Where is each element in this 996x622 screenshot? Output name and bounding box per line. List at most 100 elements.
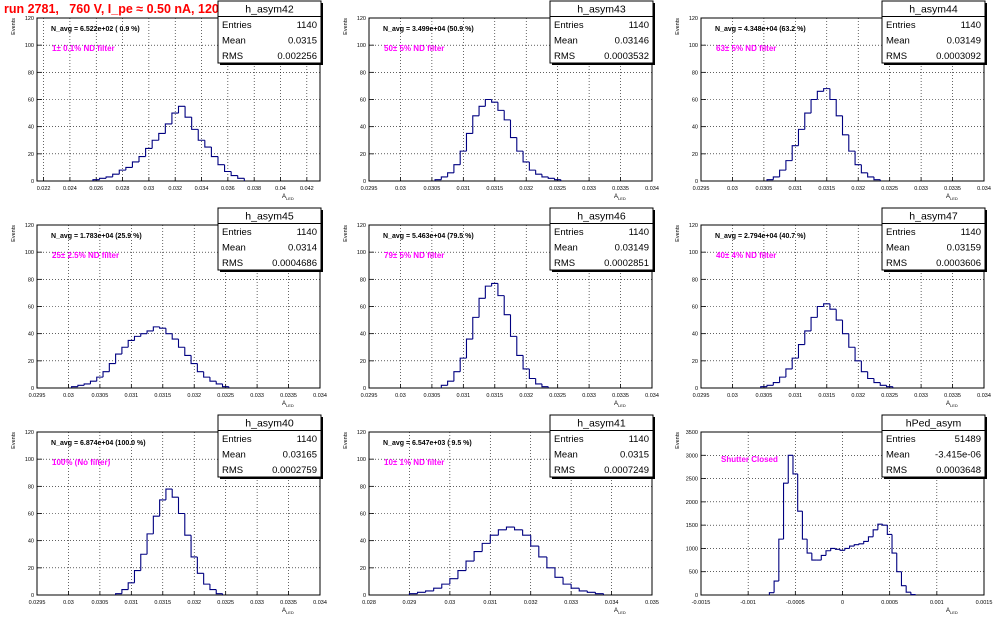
histogram-bin: [171, 489, 179, 498]
histogram-bin: [151, 139, 159, 149]
stats-entries-label: Entries: [554, 227, 584, 238]
histogram-name: h_asym44: [909, 4, 958, 16]
histogram-bin: [465, 132, 473, 152]
x-tick-label: 0.0305: [423, 393, 440, 399]
stats-box: h_asym46 Entries 1140 Mean 0.03149 RMS 0.00028…: [549, 207, 655, 272]
y-axis-label: Events: [11, 18, 17, 35]
filter-label: Shutter Closed: [721, 455, 778, 464]
x-tick-label: 0.0305: [755, 186, 772, 192]
y-tick-label: 2000: [686, 500, 698, 506]
stats-entries-label: Entries: [222, 20, 252, 31]
x-tick-label: 0.0335: [944, 186, 961, 192]
stats-mean-value: 0.03159: [947, 243, 981, 254]
y-tick-label: 80: [28, 277, 34, 283]
y-tick-label: 20: [692, 359, 698, 365]
y-tick-label: 120: [25, 430, 34, 436]
stats-rms-value: 0.0002851: [604, 258, 649, 269]
histogram-bin: [433, 587, 442, 591]
plot-frame: [700, 224, 985, 389]
x-tick-label: 0.0335: [280, 600, 297, 606]
y-tick-label: 0: [31, 386, 34, 392]
y-tick-label: 120: [25, 16, 34, 22]
histogram-bin: [772, 176, 780, 180]
histogram-bin: [547, 176, 555, 179]
histogram-bin: [217, 156, 225, 166]
stats-rms-value: 0.0002759: [272, 465, 317, 476]
histogram-bin: [877, 523, 883, 530]
stats-mean-value: 0.03165: [283, 450, 317, 461]
x-tick-label: 0.034: [313, 600, 327, 606]
x-tick-label: 0.001: [930, 600, 944, 606]
histogram-bin: [133, 335, 141, 341]
histogram-bin: [118, 169, 126, 175]
x-tick-label: 0.03: [144, 186, 155, 192]
histogram-bin: [839, 549, 845, 551]
x-tick-label: 0.0305: [423, 186, 440, 192]
histogram-bin: [578, 588, 588, 592]
x-tick-label: 0.0005: [881, 600, 898, 606]
histogram-bin: [434, 179, 442, 181]
histogram-bin: [127, 582, 135, 590]
x-tick-label: 0.03: [727, 186, 738, 192]
x-tick-label: 0.031: [124, 393, 138, 399]
histogram-bin: [541, 174, 549, 178]
x-tick-label: 0.0315: [154, 600, 171, 606]
histogram-bin: [896, 553, 902, 573]
histogram-bin: [472, 316, 480, 340]
histogram-bin: [766, 384, 774, 387]
histogram-svg: 0.0295 0.03 0.0305 0.031 0.0315 0.032 0.0325 0.…: [343, 207, 659, 408]
stats-entries-value: 1140: [629, 20, 649, 31]
histogram-bin: [221, 383, 229, 388]
y-tick-label: 120: [689, 16, 698, 22]
histogram-bin: [535, 170, 542, 175]
y-tick-label: 40: [360, 539, 366, 545]
x-axis-label: ALED: [614, 194, 626, 201]
histogram-panel-h_asym41: 0.028 0.029 0.03 0.031 0.032 0.033 0.034 0.035 0…: [332, 414, 664, 621]
plot-frame: [368, 17, 653, 182]
x-tick-label: 0.03: [63, 393, 74, 399]
histogram-bin: [140, 333, 148, 337]
histogram-bin: [841, 320, 849, 335]
y-tick-label: 20: [28, 566, 34, 572]
histogram-bin: [472, 115, 480, 134]
histogram-bin: [848, 134, 856, 152]
histogram-svg: 0.0295 0.03 0.0305 0.031 0.0315 0.032 0.0325 0.…: [675, 0, 991, 201]
histogram-bin: [177, 105, 186, 114]
y-tick-label: 40: [692, 125, 698, 131]
histogram-bin: [823, 303, 830, 307]
histogram-bin: [804, 112, 812, 130]
stats-box: h_asym47 Entries 1140 Mean 0.03159 RMS 0.00036…: [881, 207, 987, 272]
x-tick-label: 0.031: [788, 393, 802, 399]
plot-frame: [36, 431, 321, 596]
histogram-name: h_asym45: [245, 211, 294, 223]
histogram-bin: [503, 110, 511, 121]
histogram-name: hPed_asym: [906, 418, 962, 430]
x-tick-label: 0.036: [221, 186, 235, 192]
histogram-bin: [797, 343, 805, 359]
histogram-name: h_asym41: [577, 418, 626, 430]
x-axis-label: ALED: [282, 401, 294, 408]
histogram-bin: [177, 339, 185, 348]
histogram-bin: [133, 570, 141, 583]
x-tick-label: 0.04: [275, 186, 286, 192]
x-tick-label: 0.034: [195, 186, 209, 192]
histogram-bin: [190, 355, 198, 365]
histogram-bin: [140, 553, 148, 571]
stats-mean-label: Mean: [554, 36, 578, 47]
histogram-bin: [447, 380, 454, 386]
histogram-bin: [863, 540, 869, 544]
stats-mean-label: Mean: [886, 243, 910, 254]
histogram-name: h_asym40: [245, 418, 294, 430]
y-tick-label: 40: [692, 332, 698, 338]
filter-label: 50± 5% ND filter: [384, 44, 444, 53]
x-tick-label: 0.042: [300, 186, 314, 192]
histogram-bin: [115, 593, 122, 595]
histogram-bin: [879, 382, 887, 386]
x-axis-label: ALED: [614, 401, 626, 408]
y-tick-label: 60: [692, 98, 698, 104]
histogram-svg: -0.0015 -0.001 -0.0005 0 0.0005 0.001 0.0015 0 5…: [675, 414, 992, 615]
y-tick-label: 100: [25, 250, 34, 256]
histogram-bin: [96, 376, 104, 382]
histogram-bin: [516, 336, 524, 356]
stats-rms-label: RMS: [222, 465, 243, 476]
